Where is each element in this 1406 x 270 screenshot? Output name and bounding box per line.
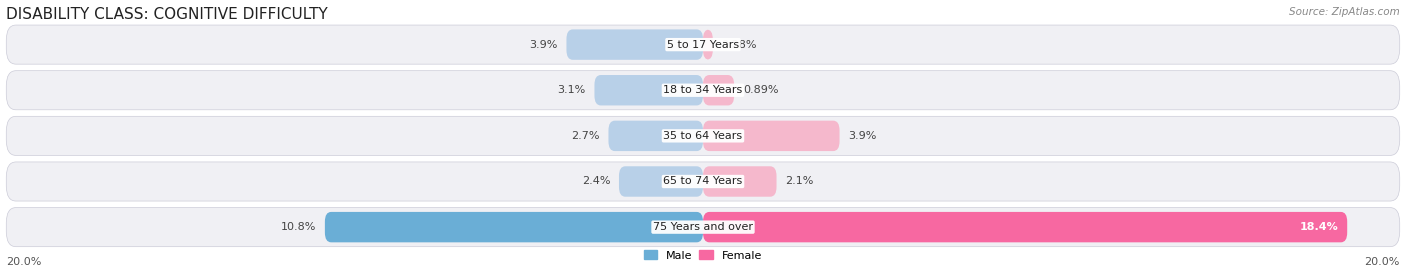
Text: 75 Years and over: 75 Years and over [652,222,754,232]
Text: 10.8%: 10.8% [281,222,316,232]
Text: 3.9%: 3.9% [848,131,877,141]
Text: 3.1%: 3.1% [557,85,586,95]
FancyBboxPatch shape [6,25,1400,64]
Text: 20.0%: 20.0% [6,257,42,267]
Legend: Male, Female: Male, Female [644,250,762,261]
Text: 5 to 17 Years: 5 to 17 Years [666,40,740,50]
Text: 18.4%: 18.4% [1299,222,1339,232]
Text: 65 to 74 Years: 65 to 74 Years [664,177,742,187]
FancyBboxPatch shape [6,208,1400,247]
Text: 0.28%: 0.28% [721,40,756,50]
FancyBboxPatch shape [703,166,776,197]
Text: 0.89%: 0.89% [742,85,779,95]
FancyBboxPatch shape [609,121,703,151]
Text: 3.9%: 3.9% [529,40,558,50]
FancyBboxPatch shape [703,212,1347,242]
FancyBboxPatch shape [703,121,839,151]
Text: 20.0%: 20.0% [1364,257,1400,267]
FancyBboxPatch shape [567,29,703,60]
FancyBboxPatch shape [6,116,1400,156]
FancyBboxPatch shape [703,29,713,60]
Text: 2.7%: 2.7% [571,131,600,141]
Text: DISABILITY CLASS: COGNITIVE DIFFICULTY: DISABILITY CLASS: COGNITIVE DIFFICULTY [6,6,328,22]
Text: 35 to 64 Years: 35 to 64 Years [664,131,742,141]
Text: 2.4%: 2.4% [582,177,610,187]
FancyBboxPatch shape [619,166,703,197]
Text: Source: ZipAtlas.com: Source: ZipAtlas.com [1289,6,1400,16]
FancyBboxPatch shape [325,212,703,242]
FancyBboxPatch shape [6,162,1400,201]
FancyBboxPatch shape [703,75,734,106]
FancyBboxPatch shape [6,71,1400,110]
Text: 2.1%: 2.1% [786,177,814,187]
Text: 18 to 34 Years: 18 to 34 Years [664,85,742,95]
FancyBboxPatch shape [595,75,703,106]
